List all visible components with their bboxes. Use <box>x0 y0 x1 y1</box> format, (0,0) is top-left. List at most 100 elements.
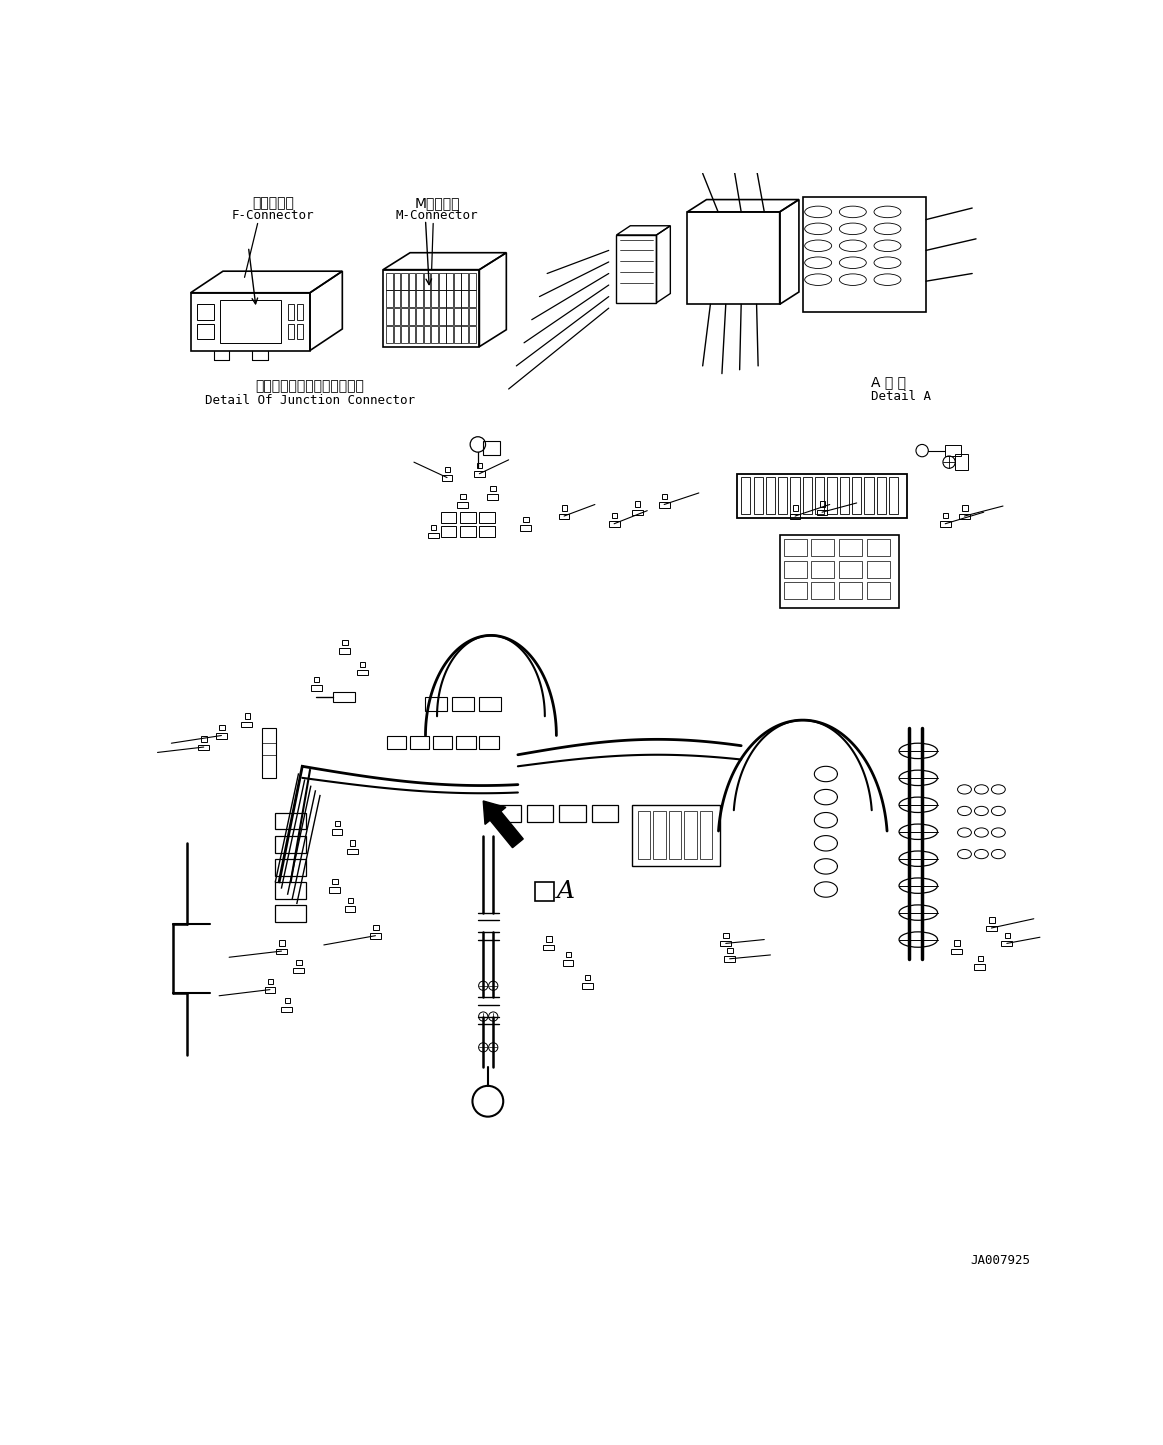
Bar <box>741 477 750 514</box>
Bar <box>197 324 214 340</box>
Bar <box>765 477 775 514</box>
Bar <box>335 821 340 827</box>
Bar <box>447 327 454 342</box>
Bar <box>839 539 862 556</box>
Bar <box>276 949 287 954</box>
Bar <box>940 522 950 527</box>
Bar <box>479 512 494 523</box>
Bar <box>348 897 354 903</box>
Bar <box>347 848 358 854</box>
Bar <box>357 670 368 675</box>
Text: Mコネクタ: Mコネクタ <box>414 197 459 211</box>
Bar <box>877 477 886 514</box>
Bar <box>1001 941 1012 946</box>
Bar <box>462 327 468 342</box>
Bar <box>408 290 415 308</box>
Bar <box>361 662 365 668</box>
Bar <box>276 858 306 876</box>
Bar <box>242 721 252 727</box>
Bar <box>494 805 521 822</box>
Bar <box>216 733 227 738</box>
Bar <box>276 905 306 922</box>
Bar <box>314 676 319 682</box>
Bar <box>431 308 438 325</box>
Bar <box>297 959 301 965</box>
Bar <box>416 273 423 289</box>
Bar <box>373 925 378 931</box>
Bar <box>444 467 450 473</box>
Bar <box>426 696 447 711</box>
Bar <box>416 308 423 325</box>
Bar <box>401 273 408 289</box>
Bar <box>447 273 454 289</box>
Bar <box>333 692 355 702</box>
Bar <box>812 561 834 578</box>
Bar <box>654 811 665 858</box>
Bar <box>662 494 668 499</box>
Bar <box>866 561 890 578</box>
Bar <box>585 975 591 980</box>
Bar <box>754 477 763 514</box>
Bar <box>582 984 593 988</box>
Bar <box>535 881 554 902</box>
Bar <box>479 736 499 750</box>
Bar <box>438 290 445 308</box>
Bar <box>635 501 641 507</box>
Bar <box>791 477 800 514</box>
FancyArrow shape <box>484 801 523 848</box>
Bar <box>827 477 836 514</box>
Text: M-Connector: M-Connector <box>395 210 478 223</box>
Bar <box>462 290 468 308</box>
Bar <box>562 506 568 510</box>
Bar <box>297 305 304 319</box>
Bar <box>820 501 825 507</box>
Bar <box>438 308 445 325</box>
Bar <box>433 736 452 750</box>
Bar <box>565 952 571 957</box>
Bar <box>839 561 862 578</box>
Bar <box>727 948 733 954</box>
Bar <box>442 475 452 481</box>
Bar <box>199 744 209 750</box>
Bar <box>456 736 476 750</box>
Bar <box>411 736 429 750</box>
Bar <box>632 510 643 516</box>
Bar <box>387 736 406 750</box>
Bar <box>986 926 997 931</box>
Bar <box>955 941 959 945</box>
Bar <box>962 506 968 510</box>
Bar <box>793 506 798 510</box>
Bar <box>386 308 393 325</box>
Bar <box>431 273 438 289</box>
Bar <box>815 477 825 514</box>
Bar <box>723 932 729 938</box>
Bar <box>340 649 350 655</box>
Bar <box>790 514 800 519</box>
Bar <box>329 887 340 893</box>
Bar <box>394 327 400 342</box>
Bar <box>416 327 423 342</box>
Bar <box>955 454 968 470</box>
Bar <box>839 582 862 600</box>
Bar <box>684 811 697 858</box>
Bar <box>563 961 573 965</box>
Bar <box>520 526 531 530</box>
Bar <box>441 512 456 523</box>
Bar <box>431 290 438 308</box>
Bar <box>479 526 494 538</box>
Bar <box>281 1007 292 1012</box>
Bar <box>889 477 898 514</box>
Bar <box>293 968 304 974</box>
Bar <box>852 477 862 514</box>
Bar <box>264 987 276 993</box>
Bar <box>784 539 807 556</box>
Bar <box>461 494 465 499</box>
Bar <box>612 513 618 519</box>
Bar <box>608 522 620 527</box>
Bar <box>386 327 393 342</box>
Bar <box>287 324 294 340</box>
Bar <box>700 811 712 858</box>
Bar <box>523 517 529 522</box>
Bar <box>975 964 985 970</box>
Bar <box>386 273 393 289</box>
